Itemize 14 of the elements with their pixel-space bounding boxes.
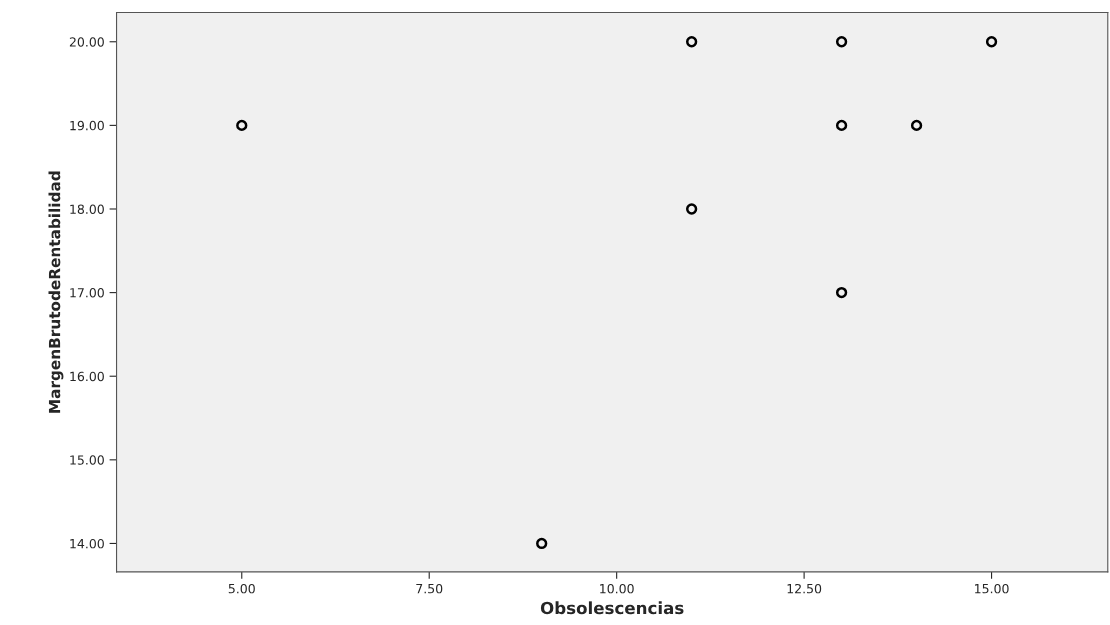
x-tick-label: 10.00 xyxy=(600,583,634,594)
y-tick-label: 19.00 xyxy=(70,120,104,131)
x-tick-label: 15.00 xyxy=(975,583,1009,594)
x-tick-label: 5.00 xyxy=(228,583,255,594)
y-tick-label: 15.00 xyxy=(70,455,104,465)
y-tick-label: 18.00 xyxy=(70,204,104,214)
y-tick-label: 14.00 xyxy=(70,538,104,549)
y-tick-label: 16.00 xyxy=(70,371,104,382)
y-axis-title: MargenBrutodeRentabilidad xyxy=(48,171,64,413)
y-tick-label: 17.00 xyxy=(70,288,104,298)
x-tick-label: 7.50 xyxy=(416,583,443,594)
x-axis-title: Obsolescencias xyxy=(540,601,684,615)
y-tick-label: 20.00 xyxy=(69,37,104,47)
x-tick-label: 12.50 xyxy=(787,583,822,594)
